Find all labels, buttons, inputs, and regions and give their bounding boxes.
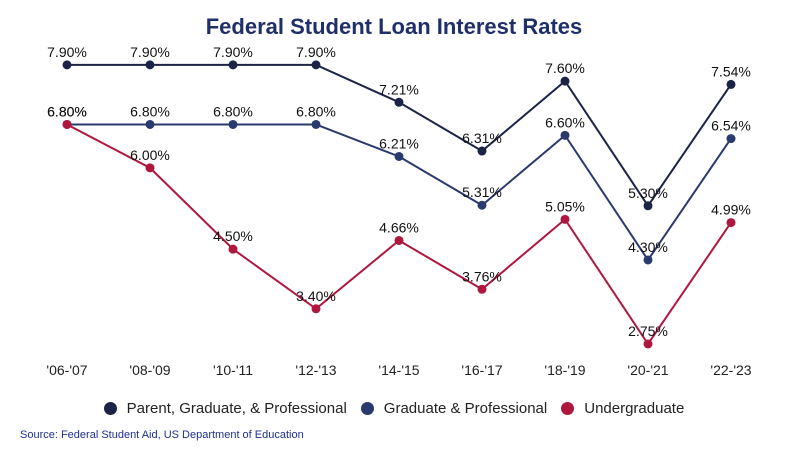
data-point <box>560 130 570 140</box>
data-point <box>228 244 238 254</box>
x-tick-label: '22-'23 <box>710 362 751 378</box>
data-label: 7.60% <box>545 60 585 76</box>
data-point <box>477 284 487 294</box>
data-label: 3.40% <box>296 288 336 304</box>
legend: Parent, Graduate, & Professional Graduat… <box>0 400 788 417</box>
x-tick-label: '18-'19 <box>544 362 585 378</box>
data-label: 5.31% <box>462 184 502 200</box>
data-point <box>643 339 653 349</box>
data-point <box>394 235 404 245</box>
data-label: 6.80% <box>130 103 170 119</box>
x-tick-label: '10-'11 <box>213 362 253 378</box>
data-label: 7.90% <box>213 44 253 60</box>
data-point <box>726 134 736 144</box>
data-label: 6.80% <box>47 103 87 119</box>
x-tick-label: '14-'15 <box>378 362 419 378</box>
data-point <box>145 163 155 173</box>
data-point <box>228 60 238 70</box>
data-point <box>62 119 72 129</box>
source-note: Source: Federal Student Aid, US Departme… <box>20 429 304 441</box>
data-label: 7.90% <box>296 44 336 60</box>
data-label: 6.80% <box>296 103 336 119</box>
data-point <box>145 119 155 129</box>
series-0: 7.90% 7.90% 7.90% 7.90% 7.21% 6.31% 7.60% 5.30%… <box>47 44 751 211</box>
chart-title: Federal Student Loan Interest Rates <box>205 14 583 39</box>
data-point <box>560 76 570 86</box>
legend-label-undergraduate: Undergraduate <box>584 400 685 417</box>
legend-item-graduate: Graduate & Professional <box>360 400 548 417</box>
x-tick-label: '08-'09 <box>129 362 170 378</box>
data-label: 3.76% <box>462 268 502 284</box>
data-label: 6.54% <box>711 118 751 134</box>
x-tick-label: '12-'13 <box>295 362 336 378</box>
legend-item-undergraduate: Undergraduate <box>561 400 684 417</box>
data-point <box>394 151 404 161</box>
legend-item-parent: Parent, Graduate, & Professional <box>103 400 347 417</box>
x-tick-label: '16-'17 <box>461 362 502 378</box>
data-label: 6.21% <box>379 135 419 151</box>
data-label: 6.60% <box>545 114 585 130</box>
x-tick-label: '06-'07 <box>46 362 87 378</box>
data-point <box>145 60 155 70</box>
data-point <box>726 79 736 89</box>
data-point <box>560 214 570 224</box>
data-label: 6.80% <box>213 103 253 119</box>
data-point <box>311 119 321 129</box>
data-label: 5.30% <box>628 185 668 201</box>
data-label: 2.75% <box>628 323 668 339</box>
data-point <box>62 60 72 70</box>
legend-label-parent: Parent, Graduate, & Professional <box>126 400 347 417</box>
data-label: 4.99% <box>711 202 751 218</box>
data-point <box>643 201 653 211</box>
data-label: 7.90% <box>130 44 170 60</box>
data-point <box>394 97 404 107</box>
data-label: 4.50% <box>213 228 253 244</box>
legend-label-graduate: Graduate & Professional <box>383 400 548 417</box>
data-point <box>726 218 736 228</box>
legend-marker-graduate <box>360 402 374 415</box>
data-point <box>311 304 321 314</box>
series-1: 6.80% 6.80% 6.80% 6.80% 6.21% 5.31% 6.60% 4.30%… <box>47 103 751 265</box>
data-point <box>311 60 321 70</box>
data-point <box>477 200 487 210</box>
data-label: 4.30% <box>628 239 668 255</box>
data-point <box>228 119 238 129</box>
data-point <box>643 255 653 265</box>
data-point <box>477 146 487 156</box>
data-label: 7.21% <box>379 81 419 97</box>
data-label: 6.80% <box>47 103 87 119</box>
data-label: 5.05% <box>545 198 585 214</box>
data-label: 7.90% <box>47 44 87 60</box>
data-label: 6.31% <box>462 130 502 146</box>
legend-marker-undergraduate <box>561 402 575 415</box>
x-tick-label: '20-'21 <box>627 362 668 378</box>
data-label: 6.00% <box>130 147 170 163</box>
series-2: 6.80% 6.00% 4.50% 3.40% 4.66% 3.76% 5.05% 2.75%… <box>47 103 751 349</box>
legend-marker-parent <box>103 402 117 415</box>
data-label: 7.54% <box>711 63 751 79</box>
data-label: 4.66% <box>379 219 419 235</box>
